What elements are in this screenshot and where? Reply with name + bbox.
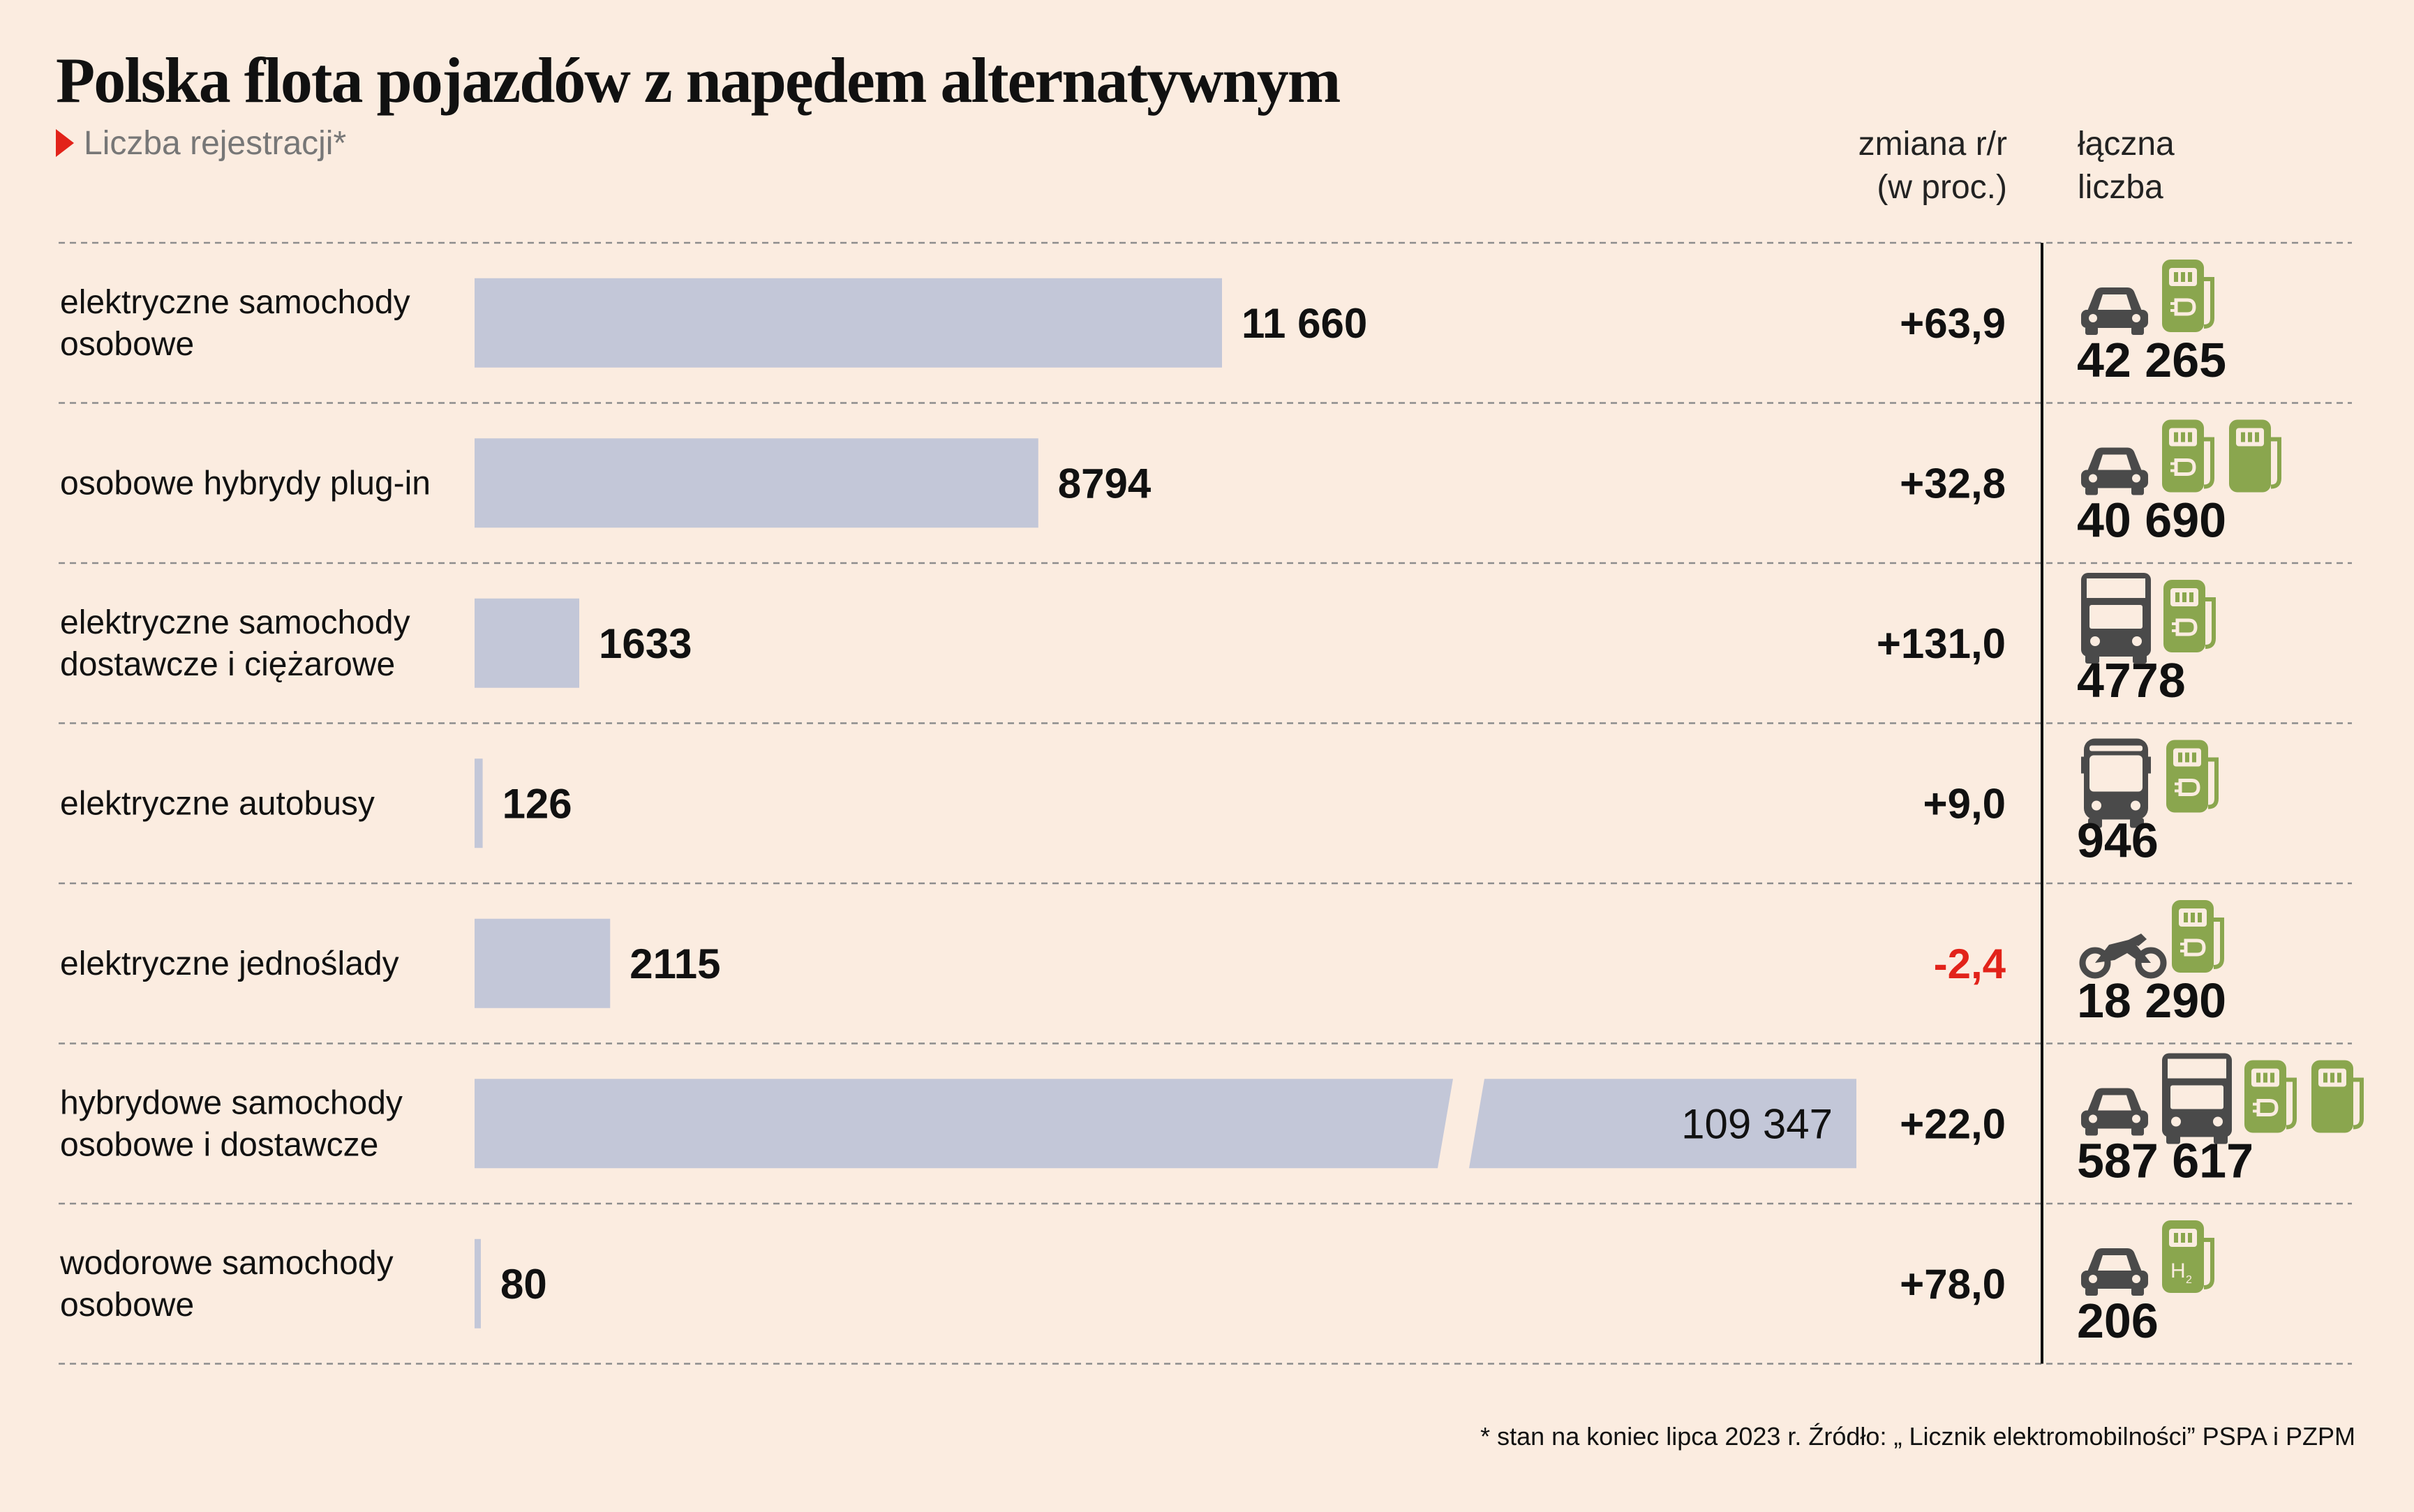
footnote: * stan na koniec lipca 2023 r. Źródło: „… xyxy=(1480,1422,2355,1451)
category-label: elektryczne autobusy xyxy=(60,785,375,822)
value-label: 8794 xyxy=(1058,460,1152,507)
change-label: +32,8 xyxy=(1900,460,2006,507)
category-label: hybrydowe samochody osobowe i dostawcze xyxy=(60,1084,403,1163)
change-label: +9,0 xyxy=(1923,780,2006,827)
total-label: 40 690 xyxy=(2077,493,2226,548)
category-label-line: osobowe hybrydy plug-in xyxy=(60,465,431,502)
category-label: elektryczne samochody osobowe xyxy=(60,284,410,363)
value-label: 2115 xyxy=(629,941,720,987)
value-label: 126 xyxy=(502,780,572,827)
charger-icon xyxy=(2162,419,2214,493)
category-label-line: wodorowe samochody xyxy=(59,1245,394,1282)
bar xyxy=(475,598,579,688)
category-label-line: elektryczne jednoślady xyxy=(60,945,399,982)
category-label-line: osobowe xyxy=(60,1287,194,1324)
bar xyxy=(475,918,611,1008)
charger-icon xyxy=(2244,1060,2297,1133)
fuel-pump-icon xyxy=(2229,419,2281,493)
change-label: -2,4 xyxy=(1934,941,2006,987)
category-label: osobowe hybrydy plug-in xyxy=(60,465,431,502)
category-label-line: elektryczne samochody xyxy=(60,604,410,641)
change-label: +22,0 xyxy=(1900,1100,2006,1147)
category-label-line: osobowe i dostawcze xyxy=(60,1126,378,1163)
total-label: 946 xyxy=(2077,814,2159,868)
change-label: +78,0 xyxy=(1900,1261,2006,1308)
value-label: 11 660 xyxy=(1242,300,1367,347)
chart-title: Polska flota pojazdów z napędem alternat… xyxy=(56,45,1341,116)
car-icon xyxy=(2081,1248,2148,1296)
car-icon xyxy=(2081,447,2148,495)
value-label: 109 347 xyxy=(1681,1100,1833,1147)
car-icon xyxy=(2081,287,2148,335)
category-label-line: elektryczne samochody xyxy=(60,284,410,321)
bar xyxy=(475,1079,1453,1169)
category-label-line: hybrydowe samochody xyxy=(60,1084,403,1121)
change-header-line2: (w proc.) xyxy=(1877,169,2007,206)
change-label: +131,0 xyxy=(1877,620,2006,667)
bar xyxy=(1469,1079,1856,1169)
charger-icon xyxy=(2163,580,2216,652)
total-label: 587 617 xyxy=(2077,1134,2253,1188)
category-label: elektryczne samochody dostawcze i ciężaro… xyxy=(60,604,410,683)
category-label-line: osobowe xyxy=(60,326,194,363)
category-label-line: dostawcze i ciężarowe xyxy=(60,646,395,683)
truck-icon xyxy=(2081,573,2151,664)
bar-row: elektryczne autobusy 126 +9,0 946 xyxy=(60,738,2219,868)
bar xyxy=(475,758,483,848)
total-header-line2: liczba xyxy=(2078,169,2163,206)
value-label: 80 xyxy=(500,1261,547,1308)
fuel-pump-icon xyxy=(2311,1060,2364,1133)
truck-icon xyxy=(2162,1053,2232,1144)
car-icon xyxy=(2081,1088,2148,1136)
motorcycle-icon xyxy=(2079,934,2167,979)
svg-text:H: H xyxy=(2170,1259,2186,1282)
category-label: elektryczne jednoślady xyxy=(60,945,399,982)
total-column-header: łączna liczba xyxy=(2078,123,2175,209)
subtitle-text: Liczba rejestracji* xyxy=(84,125,347,162)
bar-row: elektryczne jednoślady 2115 -2,4 18 290 xyxy=(60,900,2226,1028)
bar-row: hybrydowe samochody osobowe i dostawcze 10… xyxy=(60,1053,2364,1188)
bar-row: osobowe hybrydy plug-in 8794 +32,8 40 690 xyxy=(60,419,2281,548)
bar-row: elektryczne samochody osobowe 11 660 +63,9 4… xyxy=(60,260,2226,387)
bar xyxy=(475,438,1038,528)
charger-icon xyxy=(2166,740,2219,813)
total-label: 18 290 xyxy=(2077,973,2226,1028)
total-label: 206 xyxy=(2077,1294,2159,1348)
total-label: 4778 xyxy=(2077,653,2186,708)
change-label: +63,9 xyxy=(1900,300,2006,347)
category-label: wodorowe samochody osobowe xyxy=(59,1245,394,1324)
bar xyxy=(475,1238,481,1328)
bus-icon xyxy=(2081,738,2151,828)
category-label-line: elektryczne autobusy xyxy=(60,785,375,822)
charger-icon xyxy=(2172,900,2224,973)
change-header-line1: zmiana r/r xyxy=(1858,126,2007,163)
change-column-header: zmiana r/r (w proc.) xyxy=(1858,123,2007,209)
bar-row: elektryczne samochody dostawcze i ciężaro… xyxy=(60,573,2216,708)
charger-icon xyxy=(2162,260,2214,332)
bar xyxy=(475,278,1222,368)
value-label: 1633 xyxy=(599,620,692,667)
total-header-line1: łączna xyxy=(2078,126,2175,163)
red-triangle-icon xyxy=(56,129,74,157)
total-label: 42 265 xyxy=(2077,333,2226,387)
chart-subtitle: Liczba rejestracji* xyxy=(56,124,346,163)
svg-text:2: 2 xyxy=(2186,1274,2192,1286)
